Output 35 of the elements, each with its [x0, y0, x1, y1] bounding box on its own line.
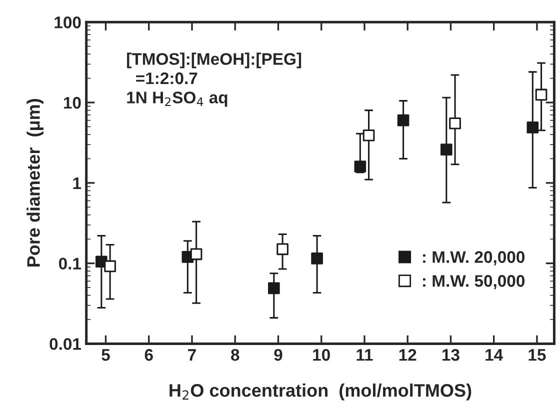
annotation: [TMOS]:[MeOH]:[PEG] — [127, 52, 302, 68]
x-tick-label: 5 — [102, 349, 110, 361]
y-axis-title: Pore diameter (μm) — [26, 99, 44, 266]
point — [354, 160, 366, 172]
point — [268, 282, 280, 294]
annotation: 1N H$_{2}$SO$_{4}$ aq — [127, 92, 228, 107]
point — [276, 243, 288, 256]
legend-label: : M.W. 50,000 — [423, 275, 524, 290]
point — [397, 114, 410, 126]
point — [104, 260, 116, 272]
y-tick-label: 0.1 — [58, 258, 82, 270]
x-tick-label: 9 — [274, 349, 282, 361]
x-axis-title: H$_{2}$O concentration (mol/molTMOS) — [170, 384, 472, 400]
point — [440, 144, 452, 156]
y-tick-label: 1 — [73, 177, 82, 189]
x-tick-label: 8 — [231, 349, 240, 361]
x-tick-label: 7 — [188, 349, 196, 361]
point — [535, 88, 548, 101]
point — [526, 122, 539, 134]
x-tick-label: 11 — [356, 349, 373, 361]
x-tick-label: 14 — [486, 349, 504, 361]
y-tick-label: 10 — [64, 96, 81, 109]
annotation: =1:2:0.7 — [136, 72, 198, 84]
x-tick-label: 10 — [313, 349, 330, 361]
legend-label: : M.W. 20,000 — [423, 251, 524, 266]
x-tick-label: 6 — [144, 349, 153, 361]
point — [190, 248, 202, 260]
x-tick-label: 13 — [442, 349, 460, 361]
x-tick-label: 15 — [528, 349, 546, 361]
point — [311, 252, 323, 264]
point — [362, 129, 375, 142]
y-tick-label: 0.01 — [50, 338, 82, 350]
x-tick-label: 12 — [399, 349, 416, 361]
y-tick-label: 100 — [54, 16, 81, 28]
point — [449, 117, 461, 130]
